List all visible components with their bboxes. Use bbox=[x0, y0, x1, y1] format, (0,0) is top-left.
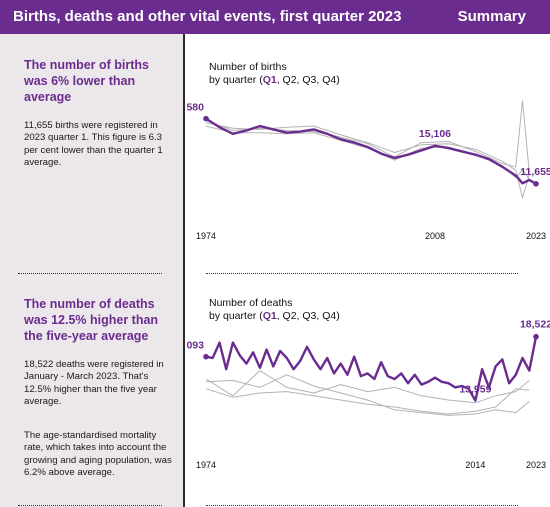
chart1-series-3-line bbox=[205, 374, 530, 416]
chart1-endpoint-0 bbox=[203, 353, 209, 360]
deaths-chart-title-line2: by quarter (Q1, Q2, Q3, Q4) bbox=[209, 310, 340, 322]
chart0-x-tick-0: 1974 bbox=[196, 231, 216, 241]
chart0-series-0-line bbox=[205, 117, 537, 185]
chart0-endpoint-0 bbox=[203, 115, 209, 122]
vertical-divider bbox=[183, 34, 185, 507]
sidebar-separator-bottom bbox=[18, 505, 162, 506]
chart0-data-label-0: 17,580 bbox=[186, 102, 204, 114]
deaths-body-2: The age-standardised mortality rate, whi… bbox=[24, 430, 172, 478]
deaths-body-1: 18,522 deaths were registered in January… bbox=[24, 359, 164, 407]
chart0-x-tick-1: 2008 bbox=[425, 231, 445, 241]
chart0-x-tick-2: 2023 bbox=[526, 231, 546, 241]
deaths-chart-title: Number of deaths by quarter (Q1, Q2, Q3,… bbox=[209, 297, 340, 323]
deaths-chart: 17,093 13,959 18,522 1974 2014 2023 bbox=[186, 320, 550, 470]
chart-separator-bottom bbox=[206, 505, 518, 506]
chart0-data-label-1: 15,106 bbox=[419, 128, 451, 140]
chart1-series-1-line bbox=[205, 370, 530, 404]
chart0-series-3-line bbox=[205, 125, 530, 180]
chart1-series-2-line bbox=[205, 388, 530, 415]
sidebar bbox=[0, 34, 183, 507]
header-bar: Births, deaths and other vital events, f… bbox=[0, 0, 550, 34]
births-chart-title-line1: Number of births bbox=[209, 61, 287, 73]
chart1-x-tick-2: 2023 bbox=[526, 460, 546, 470]
chart1-series-0-line bbox=[205, 336, 538, 402]
page-title: Births, deaths and other vital events, f… bbox=[13, 8, 402, 25]
deaths-headline: The number of deaths was 12.5% higher th… bbox=[24, 297, 159, 343]
chart-separator bbox=[206, 273, 518, 274]
births-chart: 17,580 15,106 11,655 1974 2008 2023 bbox=[186, 100, 550, 241]
section-label: Summary bbox=[457, 8, 526, 25]
chart0-data-label-2: 11,655 bbox=[520, 166, 550, 178]
births-chart-title-line2: by quarter (Q1, Q2, Q3, Q4) bbox=[209, 74, 340, 86]
births-headline: The number of births was 6% lower than a… bbox=[24, 58, 149, 104]
chart0-series-2-line bbox=[205, 100, 530, 173]
births-chart-title: Number of births by quarter (Q1, Q2, Q3,… bbox=[209, 61, 340, 87]
sidebar-separator bbox=[18, 273, 162, 274]
chart1-x-tick-1: 2014 bbox=[465, 460, 485, 470]
chart1-data-label-0: 17,093 bbox=[186, 340, 204, 352]
chart0-series-1-line bbox=[205, 122, 530, 199]
births-body: 11,655 births were registered in 2023 qu… bbox=[24, 120, 163, 168]
chart0-endpoint-1 bbox=[533, 180, 539, 187]
chart1-x-tick-0: 1974 bbox=[196, 460, 216, 470]
chart1-endpoint-1 bbox=[533, 333, 539, 340]
chart1-data-label-2: 18,522 bbox=[520, 320, 550, 331]
deaths-chart-title-line1: Number of deaths bbox=[209, 297, 293, 309]
chart1-data-label-1: 13,959 bbox=[459, 384, 491, 396]
